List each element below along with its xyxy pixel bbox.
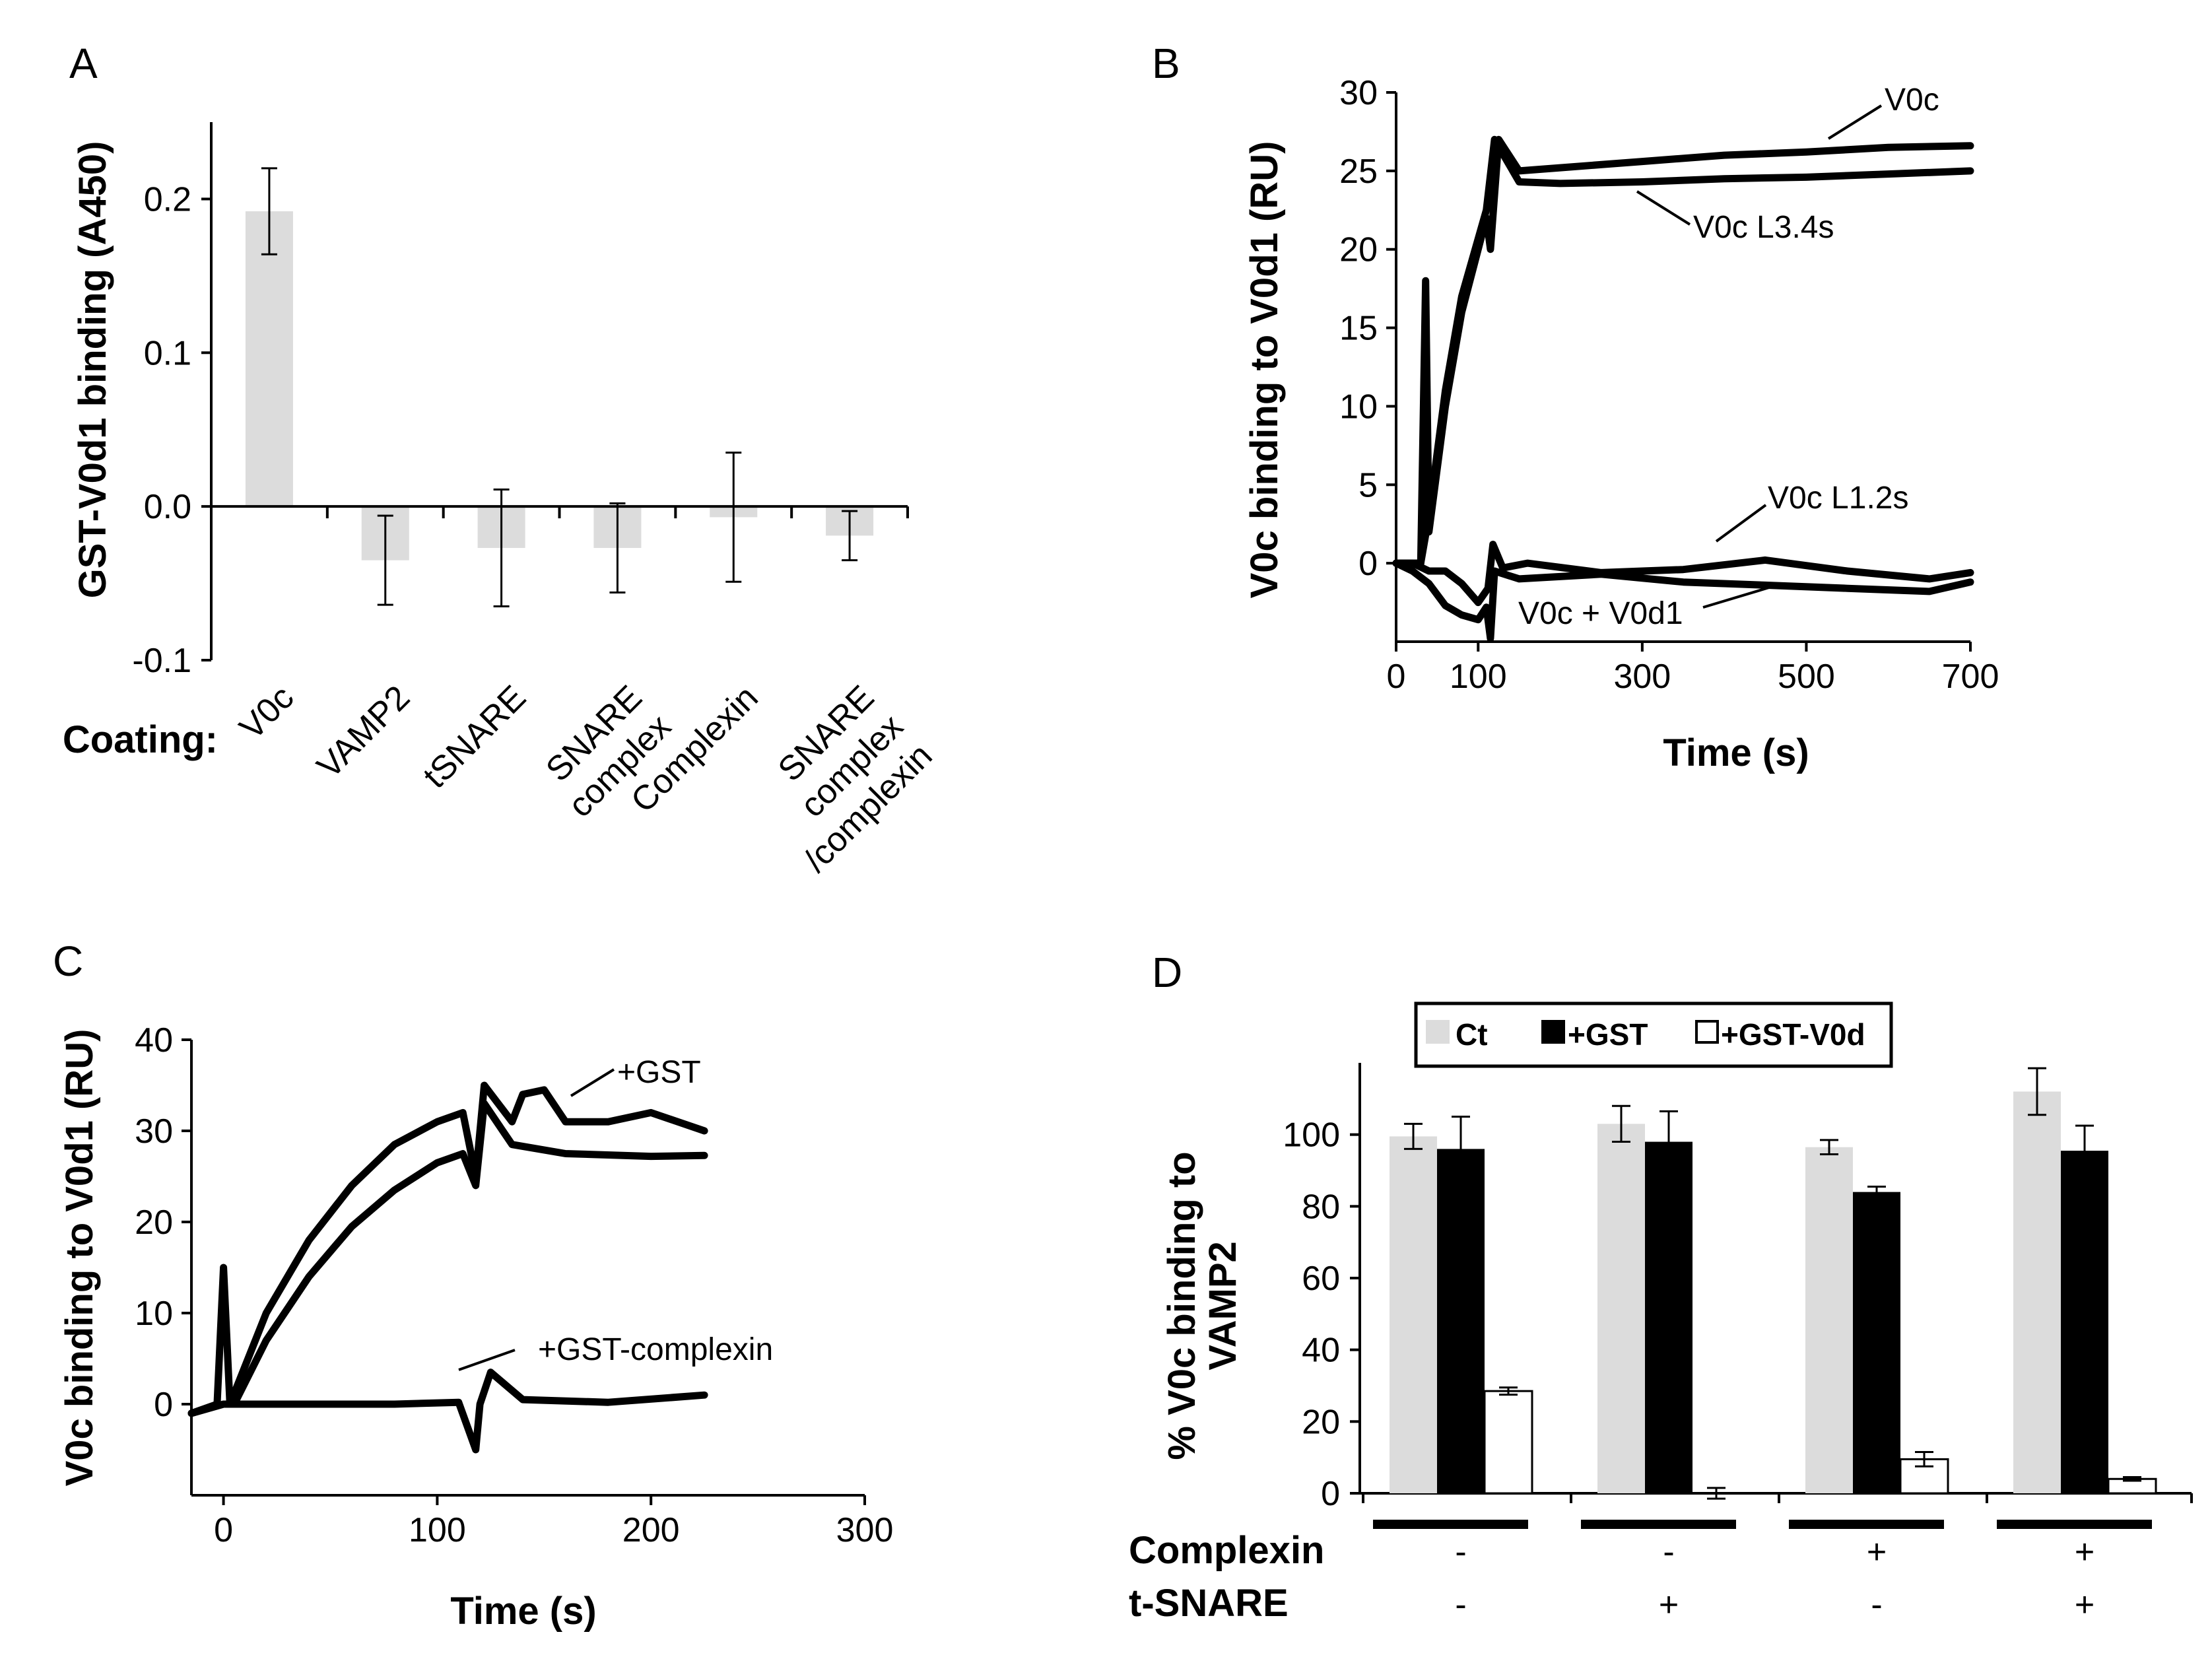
panel-d-y-tick-label: 40 [1302,1332,1340,1370]
panel-c-y-tick-label: 10 [135,1295,173,1333]
panel-b-y-tick-label: 0 [1358,545,1378,583]
panel-d-y-tick-label: 100 [1283,1116,1340,1155]
panel-d-bar [1437,1149,1485,1493]
panel-a-y-tick-label: 0.0 [144,488,191,526]
panel-b-series-line-2 [1392,135,1974,567]
panel-b-x-tick-label: 300 [1613,658,1671,696]
panel-b-series-line-1 [1392,135,1974,567]
panel-b-y-tick-label: 25 [1339,152,1378,191]
panel-d-complexin-sign: + [1867,1533,1887,1571]
legend-label-gst-v0d: +GST-V0d [1721,1017,1865,1052]
panel-c-x-tick-label: 100 [409,1511,466,1549]
panel-c-x-axis-label: Time (s) [450,1590,596,1633]
panel-b: B V0c binding to V0d1 (RU) Time (s) 30 25… [1152,40,1999,774]
panel-d-group-bar [1789,1520,1944,1529]
panel-b-x-tick-label: 0 [1387,658,1406,696]
panel-a-y-tick-label: -0.1 [132,642,191,680]
panel-d-legend: Ct +GST +GST-V0d [1414,1001,1893,1068]
panel-d-tsnare-sign: - [1455,1586,1466,1624]
panel-d-bar [1899,1458,1949,1495]
panel-d-tsnare-label: t-SNARE [1129,1582,1289,1625]
panel-d-bar [1483,1390,1533,1495]
panel-a-y-tick-label: 0.2 [144,180,191,219]
legend-label-gst: +GST [1568,1017,1648,1052]
panel-d-complexin-sign: - [1455,1533,1466,1571]
panel-c-x-tick-label: 200 [622,1511,680,1549]
panel-b-series-line-4 [1392,559,1974,642]
panel-d-bar [2013,1091,2061,1493]
panel-d-y-axis-label-line1: % V0c binding to [1160,1151,1203,1460]
panel-c-y-tick-label: 20 [135,1203,173,1242]
panel-b-series-line-3 [1392,541,1974,607]
panel-c-x-tick-label: 300 [836,1511,894,1549]
panel-d-complexin-sign: - [1663,1533,1674,1571]
panel-label-c: C [53,937,83,985]
panel-b-annotation-v0c: V0c [1885,83,1939,118]
panel-d-y-tick-label: 0 [1321,1475,1340,1513]
panel-b-x-tick-label: 500 [1778,658,1835,696]
panel-b-y-tick-label: 20 [1339,231,1378,269]
panel-d-tsnare-sign: + [2075,1586,2095,1624]
panel-b-y-tick-label: 10 [1339,388,1378,426]
panel-c-annotation-gst-complexin: +GST-complexin [538,1332,773,1367]
panel-a-category-label: VAMP2 [310,678,417,786]
panel-c-x-tick-label: 0 [214,1511,233,1549]
panel-label-b: B [1152,40,1180,87]
panel-d-y-tick-label: 20 [1302,1403,1340,1441]
panel-d-group-bar [1997,1520,2152,1529]
panel-d-tsnare-sign: - [1871,1586,1882,1624]
panel-d-bar [1390,1136,1437,1493]
panel-c-series-line-2 [187,1100,708,1417]
panel-d-group-bar [1581,1520,1736,1529]
panel-a-y-tick-label: 0.1 [144,334,191,372]
panel-b-x-tick-label: 700 [1942,658,1999,696]
panel-d-bar [1853,1192,1900,1493]
panel-a-y-axis-label: GST-V0d1 binding (A450) [71,141,114,599]
panel-d-y-axis-label-line2: VAMP2 [1201,1241,1244,1370]
panel-d-bar [2061,1151,2108,1493]
panel-b-y-tick-label: 15 [1339,310,1378,348]
panel-d-complexin-sign: + [2075,1533,2095,1571]
panel-c-y-tick-label: 40 [135,1021,173,1060]
panel-label-a: A [69,40,98,87]
panel-d-complexin-label: Complexin [1129,1529,1325,1572]
panel-c-y-tick-label: 30 [135,1112,173,1151]
panel-d: D % V0c binding to VAMP2 Ct +GST +GST-V0… [1129,949,2193,1625]
panel-d-tsnare-sign: + [1659,1586,1679,1624]
panel-c-y-tick-label: 0 [154,1386,173,1424]
panel-d-bar [1805,1147,1853,1493]
panel-a-category-label: V0c [232,678,301,747]
panel-a-bar [245,211,293,507]
panel-c-y-axis-label: V0c binding to V0d1 (RU) [58,1029,101,1487]
legend-label-ct: Ct [1456,1017,1488,1052]
panel-d-y-tick-label: 80 [1302,1188,1340,1226]
legend-swatch-gst-v0d [1695,1020,1719,1044]
legend-swatch-ct [1426,1020,1450,1044]
panel-a: A GST-V0d1 binding (A450) Coating: 0.2 0.… [63,40,940,879]
panel-b-y-tick-label: 30 [1339,74,1378,112]
panel-c: C V0c binding to V0d1 (RU) Time (s) 40 30… [53,937,893,1633]
panel-a-coating-label: Coating: [63,718,218,761]
panel-c-series-line-3 [187,1369,708,1454]
panel-b-x-axis-label: Time (s) [1663,731,1809,774]
legend-swatch-gst [1541,1020,1565,1044]
panel-b-annotation-v0c-l34s: V0c L3.4s [1693,210,1834,245]
panel-c-annotation-gst: +GST [617,1055,701,1090]
panel-d-bar [1645,1141,1693,1493]
panel-b-annotation-v0c-v0d1: V0c + V0d1 [1518,596,1683,631]
panel-d-y-tick-label: 60 [1302,1260,1340,1298]
panel-d-group-bar [1373,1520,1528,1529]
panel-label-d: D [1152,949,1182,996]
panel-b-x-tick-label: 100 [1450,658,1507,696]
panel-b-y-tick-label: 5 [1358,466,1378,504]
panel-a-category-label: tSNARE [416,678,533,795]
panel-b-annotation-v0c-l12s: V0c L1.2s [1768,481,1908,516]
panel-d-bar [1597,1124,1645,1493]
panel-b-y-axis-label: V0c binding to V0d1 (RU) [1243,141,1286,599]
